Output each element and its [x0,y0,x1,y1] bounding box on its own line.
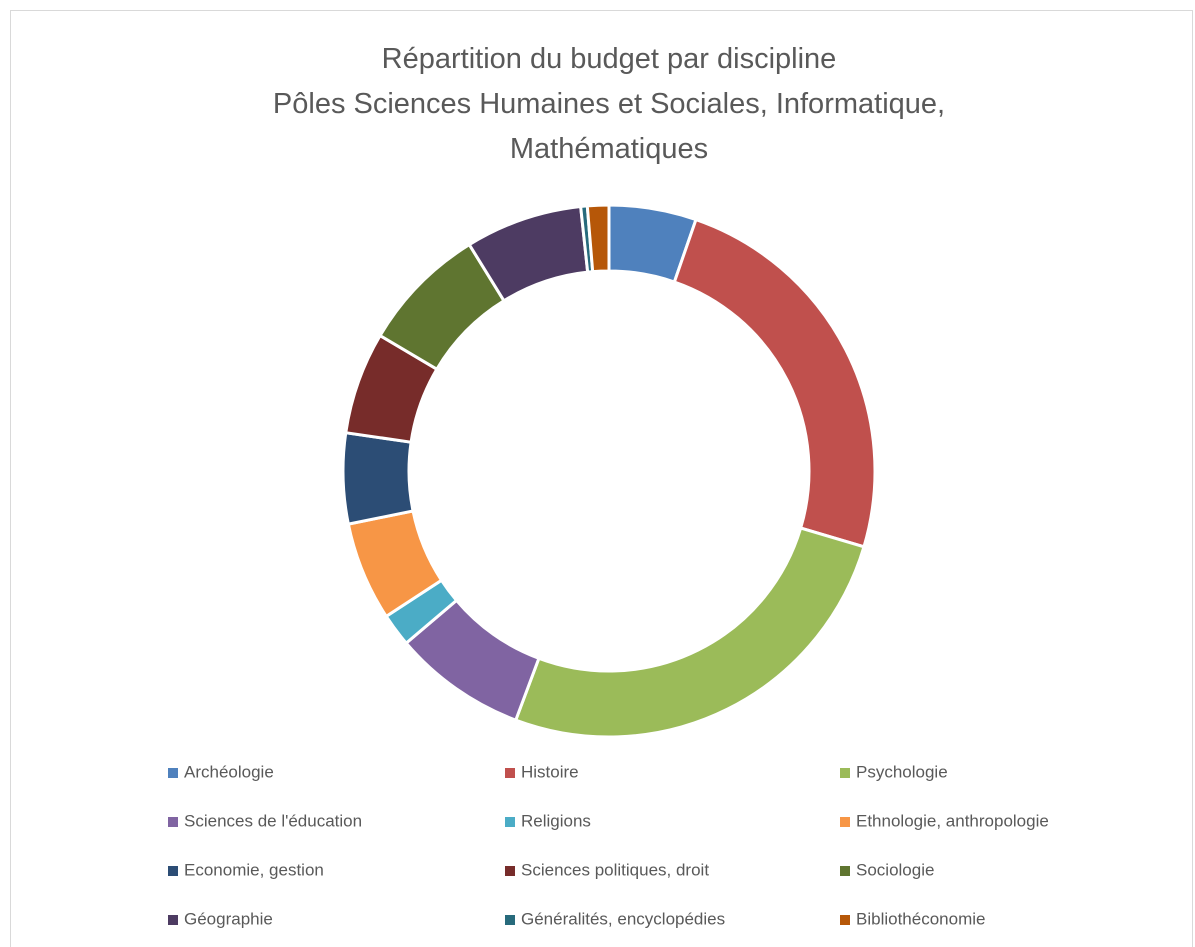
legend-swatch [168,915,178,925]
chart-subtitle: Pôles Sciences Humaines et Sociales, Inf… [272,88,946,165]
legend-swatch [505,866,515,876]
legend-swatch [840,866,850,876]
legend-swatch [505,915,515,925]
legend-swatch [505,768,515,778]
chart-title: Répartition du budget par discipline [381,43,837,75]
legend-label: Psychologie [856,762,948,781]
legend-label: Sociologie [856,860,934,879]
legend-label: Archéologie [184,762,274,781]
legend-swatch [168,817,178,827]
legend-swatch [840,817,850,827]
legend-label: Histoire [521,762,579,781]
donut-segment [513,526,866,739]
legend-swatch [168,768,178,778]
legend-swatch [168,866,178,876]
chart-area [10,10,1193,947]
legend-swatch [840,915,850,925]
legend-label: Ethnologie, anthropologie [856,811,1049,830]
legend-swatch [505,817,515,827]
legend-label: Généralités, encyclopédies [521,909,725,928]
donut-segment [672,217,877,549]
legend-label: Géographie [184,909,273,928]
legend-label: Sciences politiques, droit [521,860,709,879]
donut-segment [585,203,611,274]
legend-label: Bibliothéconomie [856,909,985,928]
donut-segment [341,430,415,526]
legend-label: Religions [521,811,591,830]
legend-swatch [840,768,850,778]
legend-label: Economie, gestion [184,860,324,879]
legend-label: Sciences de l'éducation [184,811,362,830]
